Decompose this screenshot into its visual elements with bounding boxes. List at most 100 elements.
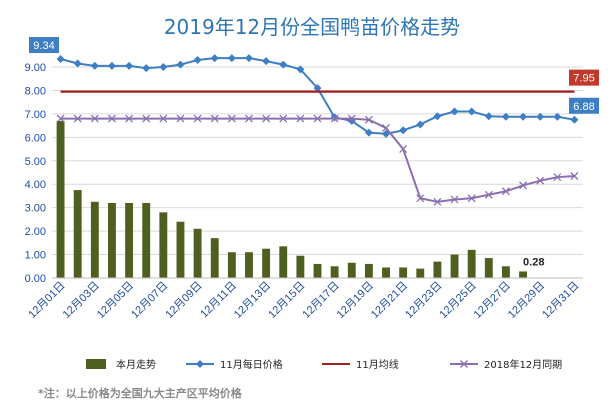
bar-series [56,120,527,278]
diamond-marker [193,55,202,64]
x-marker [519,181,528,190]
chart-legend: 本月走势 11月每日价格 11月均线 2018年12月同期 [86,358,562,371]
x-marker [262,114,271,123]
y-tick-label: 0.00 [25,273,46,285]
callout-label: 6.88 [573,101,594,113]
bar-28 [519,271,527,278]
x-marker [73,114,82,123]
x-marker [382,123,390,132]
value-callout: 6.88 [569,97,599,114]
line-series [56,54,579,206]
bar-10 [210,238,219,278]
diamond-marker [210,54,219,63]
callout-label: 9.34 [33,40,54,52]
bar-20 [382,267,390,278]
x-marker [501,187,510,196]
legend-item-1: 本月走势 [86,358,156,371]
legend-marker [460,360,468,368]
bar-9 [193,228,202,278]
x-marker [125,114,134,123]
bar-23 [433,261,442,278]
bar-11 [227,252,236,278]
diamond-marker [484,112,493,121]
x-marker [90,114,99,123]
x-marker [193,114,202,123]
bar-14 [279,246,288,278]
x-marker [416,194,425,203]
x-marker [399,145,408,154]
diamond-marker [125,61,134,70]
bar-17 [330,266,339,278]
legend-item-3: 11月均线 [322,358,399,371]
diamond-marker [433,112,442,121]
bar-4 [108,202,116,278]
diamond-marker [519,112,528,121]
x-marker [484,190,493,199]
x-marker [450,195,459,204]
bar-22 [416,268,425,278]
diamond-marker [73,59,82,68]
callout-box [569,69,599,86]
bar-16 [313,263,322,278]
diamond-marker [553,112,562,121]
diamond-marker [416,120,425,129]
y-tick-label: 2.00 [25,226,46,238]
diamond-marker [296,65,305,74]
diamond-marker [244,54,253,63]
diamond-marker [227,54,236,63]
diamond-marker [176,60,185,69]
y-axis-ticks: 0.00 1.00 2.00 3.00 4.00 5.00 6.00 7.00 8.00 9.00 [25,62,46,285]
chart-title: 2019年12月份全国鸭苗价格走势 [164,15,460,39]
value-callout: 9.34 [29,37,59,54]
x-marker [330,114,339,123]
diamond-marker [536,112,545,121]
x-marker [107,114,116,123]
diamond-marker [56,55,65,64]
diamond-marker [159,63,168,71]
x-marker [142,114,151,123]
diamond-marker [364,128,373,137]
y-tick-label: 7.00 [25,109,46,121]
x-marker [279,114,288,123]
bar-24 [450,254,459,278]
bar-21 [399,267,408,278]
diamond-marker [501,112,510,121]
diamond-marker [279,60,288,69]
bar-12 [245,252,253,278]
callout-box [569,97,599,114]
bar-27 [501,266,510,278]
bar-3 [90,201,99,278]
bar-2 [73,190,82,278]
callout-box [29,37,59,54]
legend-item-2: 11月每日价格 [186,358,283,371]
bar-19 [364,263,373,278]
y-tick-label: 4.00 [25,179,46,191]
callout-label: 7.95 [573,73,594,85]
x-marker [364,115,373,124]
x-marker [296,114,305,123]
x-marker [347,114,356,123]
bar-data-label: 0.28 [523,256,544,268]
value-callout: 7.95 [569,69,599,86]
diamond-marker [467,107,476,116]
x-marker [536,176,545,185]
x-marker [176,114,185,123]
legend-label: 11月均线 [356,358,399,371]
x-marker [433,197,442,206]
diamond-marker [90,61,99,70]
x-marker [56,114,65,123]
bar-5 [125,202,134,278]
bar-1 [56,120,65,278]
legend-item-4: 2018年12月同期 [450,358,562,371]
bar-6 [142,202,151,278]
diamond-marker [142,64,151,73]
x-marker [210,114,219,123]
y-tick-label: 6.00 [25,132,46,144]
bar-15 [296,255,305,278]
chart-annotations: 9.34 7.95 6.88 0.28 [29,37,599,268]
diamond-marker [107,61,116,70]
x-marker [313,114,322,123]
diamond-marker [313,84,322,93]
